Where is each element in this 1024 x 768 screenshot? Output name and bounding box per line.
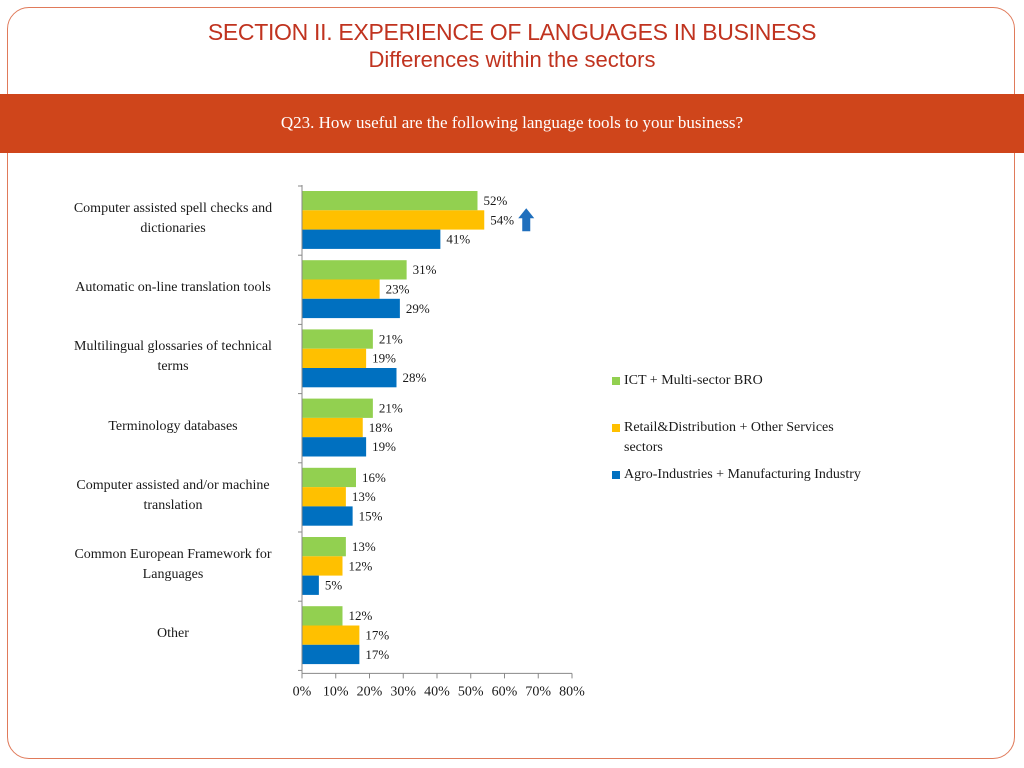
bar bbox=[302, 210, 485, 230]
x-tick-label: 10% bbox=[323, 684, 349, 699]
bar bbox=[302, 417, 363, 438]
data-label: 12% bbox=[349, 608, 373, 623]
data-label: 41% bbox=[446, 232, 470, 247]
bar bbox=[302, 644, 360, 665]
data-label: 54% bbox=[490, 212, 514, 227]
data-label: 17% bbox=[365, 628, 389, 643]
legend-label: Retail&Distribution + Other Services sec… bbox=[624, 420, 834, 455]
legend-label: ICT + Multi-sector BRO bbox=[624, 373, 763, 388]
up-arrow-icon bbox=[518, 208, 535, 232]
data-label: 15% bbox=[359, 508, 383, 523]
x-tick-label: 20% bbox=[357, 684, 383, 699]
bar bbox=[302, 229, 441, 249]
bar bbox=[302, 487, 346, 507]
question-text: Q23. How useful are the following langua… bbox=[280, 113, 744, 132]
data-label: 28% bbox=[403, 370, 427, 385]
bar bbox=[302, 329, 373, 349]
legend-swatch bbox=[612, 471, 620, 479]
category-label: Common European Framework for Languages bbox=[74, 546, 272, 582]
data-label: 18% bbox=[369, 420, 393, 435]
data-label: 19% bbox=[372, 439, 396, 454]
legend-swatch bbox=[612, 424, 620, 432]
data-label: 21% bbox=[379, 331, 403, 346]
bar bbox=[302, 506, 353, 526]
data-label: 13% bbox=[352, 489, 376, 504]
data-label: 21% bbox=[379, 401, 403, 416]
data-label: 17% bbox=[365, 647, 389, 662]
bar bbox=[302, 368, 397, 388]
data-label: 23% bbox=[386, 282, 410, 297]
bar bbox=[302, 260, 407, 280]
category-label: Automatic on-line translation tools bbox=[75, 280, 271, 296]
x-tick-label: 0% bbox=[293, 684, 312, 699]
question-band bbox=[0, 94, 1024, 153]
category-label: Computer assisted and/or machine transla… bbox=[76, 477, 270, 513]
data-label: 29% bbox=[406, 301, 430, 316]
bar bbox=[302, 625, 360, 645]
data-label: 13% bbox=[352, 539, 376, 554]
data-label: 12% bbox=[349, 558, 373, 573]
bar bbox=[302, 467, 356, 488]
bar bbox=[302, 537, 346, 557]
x-tick-label: 70% bbox=[525, 684, 551, 699]
slide-subtitle: Differences within the sectors bbox=[368, 47, 656, 72]
bar bbox=[302, 556, 343, 576]
bar bbox=[302, 191, 478, 211]
bar bbox=[302, 606, 343, 626]
data-label: 19% bbox=[372, 351, 396, 366]
slide-frame bbox=[7, 7, 1015, 759]
category-label: Computer assisted spell checks and dicti… bbox=[73, 200, 273, 236]
data-label: 16% bbox=[362, 470, 386, 485]
data-label: 31% bbox=[413, 262, 437, 277]
x-tick-label: 80% bbox=[559, 684, 585, 699]
bar bbox=[302, 348, 367, 368]
x-tick-label: 40% bbox=[424, 684, 450, 699]
data-label: 52% bbox=[484, 193, 508, 208]
bar bbox=[302, 398, 373, 418]
slide-header: SECTION II. EXPERIENCE OF LANGUAGES IN B… bbox=[0, 18, 1024, 74]
bar bbox=[302, 298, 400, 319]
category-label: Other bbox=[157, 626, 189, 642]
x-tick-label: 30% bbox=[390, 684, 416, 699]
category-label: Terminology databases bbox=[108, 418, 238, 434]
bar bbox=[302, 437, 367, 457]
bar bbox=[302, 279, 380, 299]
x-tick-label: 50% bbox=[458, 684, 484, 699]
category-label: Multilingual glossaries of technical ter… bbox=[74, 339, 272, 375]
bar bbox=[302, 575, 319, 595]
legend-swatch bbox=[612, 377, 620, 385]
data-label: 5% bbox=[325, 578, 343, 593]
legend-label: Agro-Industries + Manufacturing Industry bbox=[624, 467, 861, 482]
slide-title: SECTION II. EXPERIENCE OF LANGUAGES IN B… bbox=[207, 19, 817, 45]
x-tick-label: 60% bbox=[492, 684, 518, 699]
